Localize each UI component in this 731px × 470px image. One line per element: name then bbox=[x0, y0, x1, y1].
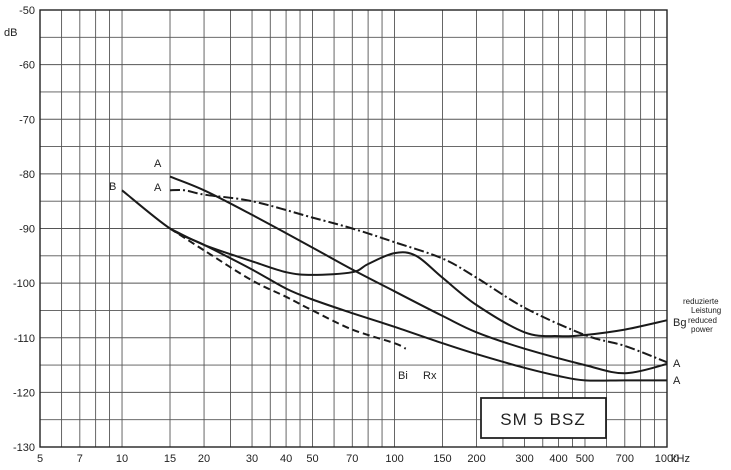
label-B: B bbox=[109, 181, 116, 193]
y-tick-label: -90 bbox=[19, 224, 35, 236]
x-tick-label: 7 bbox=[77, 453, 83, 465]
y-tick-label: -100 bbox=[13, 278, 35, 290]
label-A-right-lower: A bbox=[673, 375, 681, 387]
x-tick-label: 150 bbox=[433, 453, 451, 465]
x-tick-label: 40 bbox=[280, 453, 292, 465]
title-badge bbox=[480, 397, 607, 439]
label-A-top: A bbox=[154, 158, 162, 170]
series-line-3 bbox=[169, 227, 668, 338]
x-tick-label: 20 bbox=[198, 453, 210, 465]
label-A-mid: A bbox=[154, 182, 162, 194]
y-tick-label: -60 bbox=[19, 60, 35, 72]
y-tick-label: -120 bbox=[13, 387, 35, 399]
label-A-right-upper: A bbox=[673, 358, 681, 370]
curves bbox=[121, 175, 668, 382]
x-tick-label: 700 bbox=[616, 453, 634, 465]
grid bbox=[39, 9, 668, 448]
plot-frame bbox=[39, 9, 668, 448]
x-tick-label: 300 bbox=[515, 453, 533, 465]
x-tick-label: 10 bbox=[116, 453, 128, 465]
x-tick-label: 15 bbox=[164, 453, 176, 465]
x-axis-unit: kHz bbox=[671, 453, 690, 465]
series-line-0 bbox=[121, 189, 667, 382]
series-line-1 bbox=[169, 175, 668, 375]
x-tick-label: 70 bbox=[346, 453, 358, 465]
y-axis-unit: dB bbox=[4, 27, 17, 39]
y-tick-label: -110 bbox=[14, 333, 35, 345]
y-tick-label: -80 bbox=[19, 169, 35, 181]
label-Bi: Bi bbox=[398, 370, 408, 382]
x-tick-label: 50 bbox=[306, 453, 318, 465]
y-tick-label: -70 bbox=[19, 114, 35, 126]
label-Bg: Bg bbox=[673, 317, 686, 329]
note-line-3: reduced bbox=[688, 316, 717, 325]
label-Rx: Rx bbox=[423, 370, 437, 382]
x-tick-label: 500 bbox=[576, 453, 594, 465]
x-tick-label: 100 bbox=[385, 453, 403, 465]
x-tick-label: 400 bbox=[549, 453, 567, 465]
chart-title: SM 5 BSZ bbox=[500, 410, 585, 429]
y-tick-label: -130 bbox=[13, 442, 35, 454]
x-tick-label: 30 bbox=[246, 453, 258, 465]
tick-labels: 5 7 10 15 20 30 40 50 70 100 150 200 300 400 500 700 100… bbox=[13, 5, 679, 465]
x-tick-label: 200 bbox=[467, 453, 485, 465]
note-line-1: reduzierte bbox=[683, 297, 719, 306]
series-line-4 bbox=[169, 227, 407, 350]
note-line-4: power bbox=[691, 325, 713, 334]
x-tick-label: 5 bbox=[37, 453, 43, 465]
note-line-2: Leistung bbox=[691, 306, 721, 315]
y-tick-label: -50 bbox=[19, 5, 35, 17]
x-tick-label: 1000 bbox=[655, 453, 679, 465]
